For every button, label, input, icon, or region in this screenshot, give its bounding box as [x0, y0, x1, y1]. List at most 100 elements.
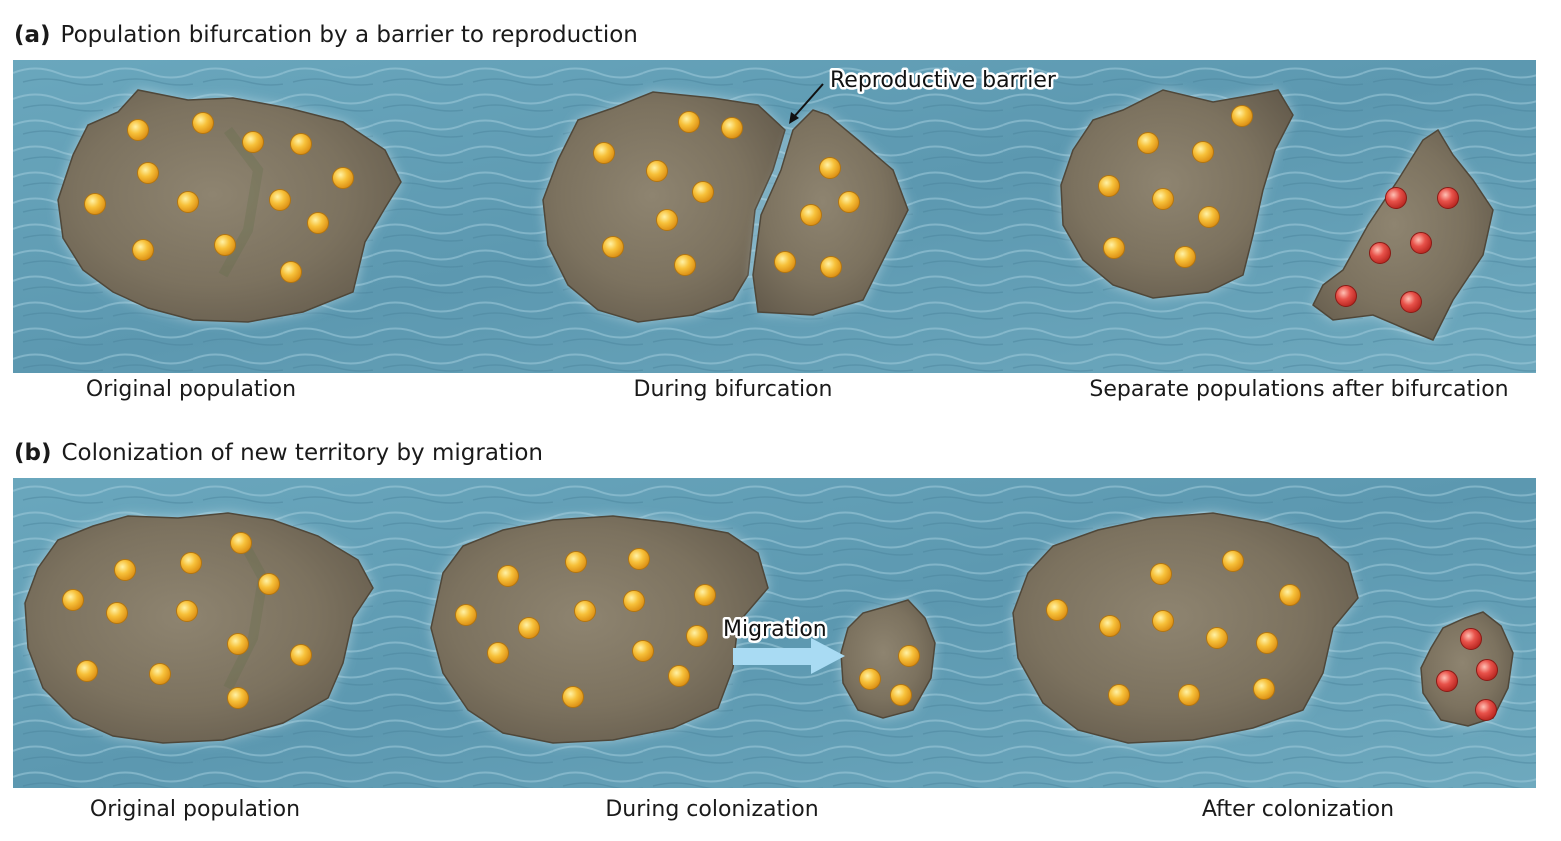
island-after-colonized [1420, 611, 1514, 727]
individual-original [1206, 627, 1228, 649]
individual-new-population [1476, 659, 1498, 681]
individual-original [1108, 684, 1130, 706]
individual-original [497, 565, 519, 587]
individual-original [149, 663, 171, 685]
panel-a-heading: (a) Population bifurcation by a barrier t… [14, 22, 638, 48]
barrier-pointer-line [792, 83, 824, 119]
individual-new-population [1437, 187, 1459, 209]
individual-new-population [1410, 232, 1432, 254]
individual-migrant [859, 668, 881, 690]
individual-original [137, 162, 159, 184]
individual-original [602, 236, 624, 258]
individual-original [800, 204, 822, 226]
individual-original [646, 160, 668, 182]
individual-original [678, 111, 700, 133]
caption-b-during: During colonization [605, 797, 819, 822]
individual-original [628, 548, 650, 570]
caption-b-after: After colonization [1201, 797, 1395, 822]
individual-new-population [1400, 291, 1422, 313]
individual-original [656, 209, 678, 231]
individual-original [290, 644, 312, 666]
panel-a-title: Population bifurcation by a barrier to r… [60, 22, 638, 48]
island-original-b [24, 512, 374, 744]
panel-a-tag: (a) [14, 22, 51, 48]
panel-b-svg: Migration [13, 478, 1536, 788]
individual-original [332, 167, 354, 189]
individual-original [192, 112, 214, 134]
individual-original [76, 660, 98, 682]
individual-original [774, 251, 796, 273]
individual-original [1150, 563, 1172, 585]
individual-original [132, 239, 154, 261]
individual-original [562, 686, 584, 708]
individual-original [518, 617, 540, 639]
individual-original [1178, 684, 1200, 706]
individual-original [668, 665, 690, 687]
individual-original [177, 191, 199, 213]
individual-original [176, 600, 198, 622]
panel-b-tag: (b) [14, 440, 52, 466]
individuals-after-new [1436, 628, 1498, 721]
individual-new-population [1436, 670, 1458, 692]
panel-a-svg: Reproductive barrier [13, 60, 1536, 373]
panel-b-title: Colonization of new territory by migrati… [61, 440, 543, 466]
individuals-separated-new [1335, 187, 1459, 313]
individual-original [721, 117, 743, 139]
individual-original [180, 552, 202, 574]
individual-original [838, 191, 860, 213]
individual-original [290, 133, 312, 155]
individual-original [574, 600, 596, 622]
individual-original [242, 131, 264, 153]
panel-b-heading: (b) Colonization of new territory by migr… [14, 440, 543, 466]
individuals-original-a [84, 112, 354, 283]
individual-original [214, 234, 236, 256]
individual-original [114, 559, 136, 581]
panel-b-image: Migration [13, 478, 1536, 788]
migration-arrow: Migration [721, 615, 845, 674]
individual-original [1253, 678, 1275, 700]
individual-original [227, 687, 249, 709]
individual-original [1103, 237, 1125, 259]
individual-original [674, 254, 696, 276]
individual-original [1098, 175, 1120, 197]
barrier-pointer-arrowhead [789, 112, 799, 124]
individual-original [692, 181, 714, 203]
reproductive-barrier-annotation: Reproductive barrier [789, 66, 1059, 124]
individual-new-population [1475, 699, 1497, 721]
individual-original [307, 212, 329, 234]
individuals-original-b [62, 532, 312, 709]
reproductive-barrier-label: Reproductive barrier [830, 68, 1057, 93]
individual-original [820, 256, 842, 278]
individual-original [1152, 188, 1174, 210]
individual-original [487, 642, 509, 664]
individual-original [269, 189, 291, 211]
individual-new-population [1385, 187, 1407, 209]
individual-original [1256, 632, 1278, 654]
panel-a-image: Reproductive barrier [13, 60, 1536, 373]
individual-original [106, 602, 128, 624]
caption-b-original: Original population [89, 797, 301, 822]
individual-original [1192, 141, 1214, 163]
individual-original [1099, 615, 1121, 637]
individual-original [686, 625, 708, 647]
caption-a-original: Original population [85, 377, 297, 402]
individual-original [819, 157, 841, 179]
individual-original [84, 193, 106, 215]
individual-original [593, 142, 615, 164]
individual-original [623, 590, 645, 612]
individual-original [694, 584, 716, 606]
individual-original [1174, 246, 1196, 268]
individual-new-population [1369, 242, 1391, 264]
individual-original [230, 532, 252, 554]
individual-new-population [1460, 628, 1482, 650]
individuals-after-original [1046, 550, 1301, 706]
island-separated-small [1312, 128, 1494, 341]
individual-original [632, 640, 654, 662]
individual-original [455, 604, 477, 626]
island-colonization-source [430, 515, 769, 744]
individual-original [1279, 584, 1301, 606]
individuals-bifurcation [593, 111, 860, 278]
individual-original [280, 261, 302, 283]
individual-migrant [890, 684, 912, 706]
individuals-colonization [455, 548, 920, 708]
